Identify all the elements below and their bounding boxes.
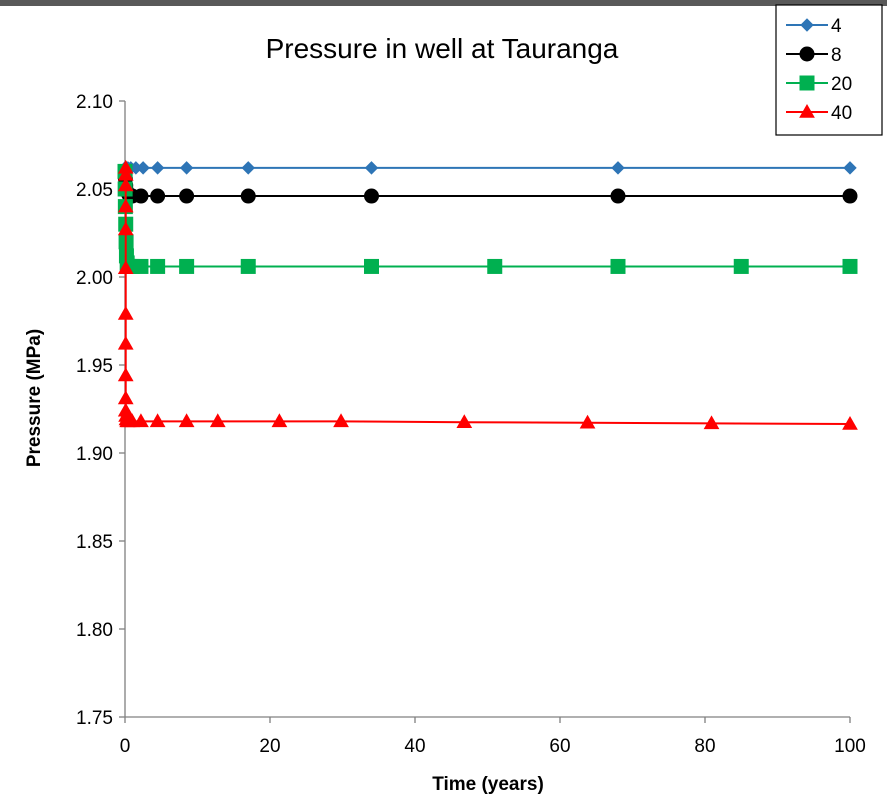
data-point-40 (117, 367, 134, 382)
series-line-8 (124, 171, 850, 198)
window-top-bar (0, 0, 887, 6)
data-point-8 (240, 188, 256, 204)
data-point-20 (179, 258, 195, 274)
data-point-20 (364, 258, 379, 274)
x-tick-label: 0 (120, 736, 131, 757)
data-point-40 (703, 415, 720, 430)
data-point-8 (150, 188, 166, 204)
data-point-4 (136, 161, 150, 175)
legend-item-40: 40 (786, 103, 852, 124)
data-point-20 (610, 258, 626, 274)
data-point-4 (843, 161, 857, 175)
y-tick-label: 2.10 (76, 92, 113, 113)
x-axis-label: Time (years) (432, 774, 544, 795)
data-point-40 (117, 260, 134, 274)
data-point-8 (179, 188, 195, 204)
data-point-40 (117, 305, 134, 320)
data-point-8 (364, 188, 379, 204)
data-point-40 (117, 198, 134, 213)
data-point-8 (610, 188, 626, 204)
data-point-20 (487, 258, 503, 274)
data-point-40 (178, 413, 195, 428)
data-point-4 (364, 161, 379, 175)
x-tick-label: 20 (259, 736, 280, 757)
plot-axes (124, 101, 850, 718)
data-point-40 (149, 413, 166, 428)
data-point-40 (117, 390, 134, 405)
series-40 (117, 159, 858, 430)
legend-marker-8 (799, 46, 815, 62)
series-8 (117, 163, 858, 204)
x-tick-label: 100 (834, 736, 866, 757)
data-point-40 (209, 413, 226, 428)
data-point-40 (579, 414, 596, 429)
data-point-20 (150, 258, 166, 274)
legend-label: 4 (831, 16, 842, 37)
y-tick-labels: 1.75 1.80 1.85 1.90 1.95 2.00 2.05 2.10 (76, 92, 125, 729)
legend-item-4: 4 (786, 16, 842, 37)
legend-marker-40 (799, 103, 815, 118)
legend-marker-20 (799, 75, 815, 91)
y-tick-label: 2.05 (76, 180, 113, 201)
chart-title: Pressure in well at Tauranga (266, 33, 619, 64)
data-point-40 (842, 415, 858, 430)
data-point-20 (133, 258, 149, 274)
data-point-40 (456, 414, 473, 428)
data-point-40 (133, 413, 149, 428)
series-20 (117, 163, 858, 274)
series-line-20 (124, 171, 850, 268)
legend: 4 8 20 40 (775, 4, 883, 136)
data-point-40 (333, 413, 349, 428)
data-point-8 (842, 188, 858, 204)
y-tick-label: 1.90 (76, 444, 113, 465)
y-tick-label: 1.80 (76, 620, 113, 641)
legend-box (775, 4, 883, 136)
data-point-40 (271, 413, 288, 428)
data-point-4 (150, 161, 165, 175)
x-tick-labels: 0 20 40 60 80 100 (120, 717, 866, 757)
data-point-8 (133, 188, 149, 204)
series-4 (118, 161, 857, 175)
data-point-4 (179, 161, 194, 175)
data-point-4 (241, 161, 255, 175)
data-point-20 (842, 258, 858, 274)
y-axis-label: Pressure (MPa) (24, 329, 45, 467)
y-tick-label: 2.00 (76, 268, 113, 289)
legend-label: 8 (831, 45, 842, 66)
data-point-40 (117, 221, 134, 236)
y-tick-label: 1.85 (76, 532, 113, 553)
data-point-20 (733, 258, 749, 274)
data-point-40 (117, 335, 134, 350)
y-tick-label: 1.95 (76, 356, 113, 377)
data-point-20 (240, 258, 256, 274)
legend-item-20: 20 (786, 74, 852, 95)
legend-item-8: 8 (786, 45, 842, 66)
data-point-40 (117, 177, 134, 192)
legend-label: 20 (831, 74, 852, 95)
x-tick-label: 80 (694, 736, 715, 757)
data-point-4 (611, 161, 625, 175)
x-tick-label: 40 (404, 736, 425, 757)
legend-marker-4 (800, 18, 814, 32)
y-tick-label: 1.75 (76, 708, 113, 729)
x-tick-label: 60 (549, 736, 570, 757)
legend-label: 40 (831, 103, 852, 124)
series-line-40 (124, 167, 851, 425)
data-series (117, 159, 858, 430)
